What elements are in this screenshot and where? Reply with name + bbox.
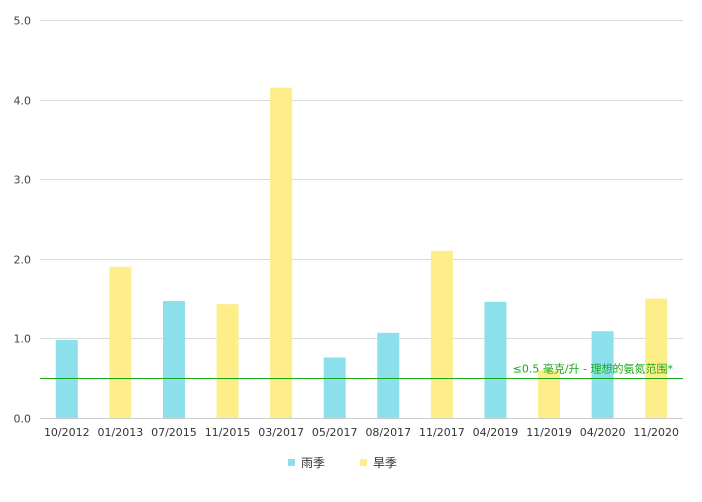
legend-swatch — [360, 459, 367, 466]
axes: 0.0 1.0 2.0 3.0 4.0 5.0 10/2012 01/2013 07/2015 1… — [14, 15, 680, 440]
bar-dry[interactable] — [430, 250, 453, 418]
legend-swatch — [288, 459, 295, 466]
bar-wet[interactable] — [377, 332, 400, 418]
x-tick-label: 07/2015 — [151, 426, 197, 439]
x-tick-label: 03/2017 — [258, 426, 304, 439]
reference-line-label: ≤0.5 毫克/升 - 理想的氨氮范围* — [513, 362, 674, 376]
x-tick-label: 04/2019 — [473, 426, 519, 439]
x-tick-label: 11/2019 — [526, 426, 572, 439]
bar-wet[interactable] — [591, 331, 614, 418]
bar-dry[interactable] — [645, 298, 668, 418]
legend[interactable]: 雨季 旱季 — [288, 456, 397, 470]
x-tick-label: 11/2015 — [205, 426, 251, 439]
y-tick-label: 4.0 — [14, 95, 32, 108]
bar-dry[interactable] — [216, 304, 239, 418]
y-tick-label: 5.0 — [14, 15, 32, 28]
x-tick-label: 05/2017 — [312, 426, 358, 439]
bars — [55, 87, 668, 418]
bar-wet[interactable] — [162, 300, 185, 418]
bar-dry[interactable] — [270, 87, 293, 418]
legend-item-dry[interactable]: 旱季 — [360, 456, 397, 470]
bar-wet[interactable] — [484, 301, 507, 418]
x-tick-label: 10/2012 — [44, 426, 90, 439]
x-tick-label: 08/2017 — [365, 426, 411, 439]
gridlines — [40, 20, 683, 419]
reference-line-group: ≤0.5 毫克/升 - 理想的氨氮范围* — [40, 362, 683, 379]
bar-dry[interactable] — [538, 370, 561, 418]
y-tick-label: 2.0 — [14, 254, 32, 267]
legend-item-wet[interactable]: 雨季 — [288, 456, 325, 470]
legend-label: 旱季 — [373, 456, 397, 470]
y-tick-label: 3.0 — [14, 174, 32, 187]
y-tick-label: 1.0 — [14, 333, 32, 346]
bar-dry[interactable] — [109, 266, 132, 418]
y-tick-label: 0.0 — [14, 413, 32, 426]
legend-label: 雨季 — [301, 456, 325, 470]
bar-wet[interactable] — [323, 357, 346, 418]
x-tick-label: 11/2020 — [633, 426, 679, 439]
x-tick-label: 04/2020 — [580, 426, 626, 439]
x-tick-label: 11/2017 — [419, 426, 465, 439]
x-tick-label: 01/2013 — [98, 426, 144, 439]
